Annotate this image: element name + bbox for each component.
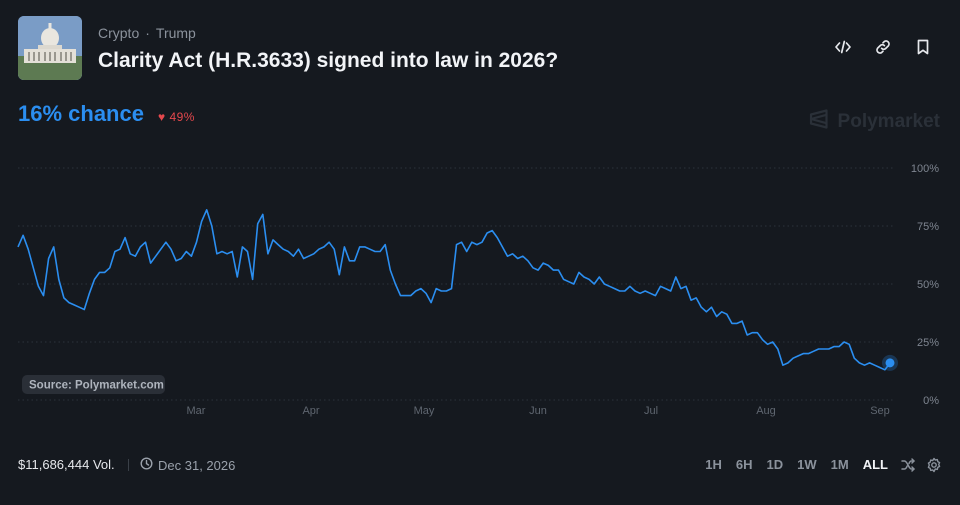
page-title: Clarity Act (H.R.3633) signed into law i…: [98, 49, 559, 72]
brand-watermark: Polymarket: [808, 108, 940, 136]
y-tick-label: 50%: [917, 279, 939, 291]
x-tick-label: Aug: [756, 405, 776, 417]
x-tick-label: Apr: [302, 405, 319, 417]
breadcrumb-subcategory[interactable]: Trump: [155, 25, 196, 41]
chance-value: 16% chance: [18, 101, 144, 126]
range-1m[interactable]: 1M: [830, 457, 849, 472]
polymarket-logo-icon: [808, 108, 830, 136]
x-tick-label: Jun: [529, 405, 547, 417]
x-tick-label: Jul: [644, 405, 658, 417]
market-footer: $11,686,444 Vol. Dec 31, 2026 1H 6H 1D 1…: [18, 455, 942, 475]
x-tick-label: May: [414, 405, 435, 417]
chart-grid: [18, 167, 895, 401]
footer-divider: [128, 459, 129, 471]
y-tick-label: 75%: [917, 221, 939, 233]
y-axis-ticks: 100% 75% 50% 25% 0%: [911, 163, 939, 407]
price-line-series[interactable]: [17, 209, 891, 371]
y-tick-label: 100%: [911, 163, 939, 175]
end-date: Dec 31, 2026: [140, 457, 235, 473]
volume-text: $11,686,444 Vol.: [18, 457, 115, 472]
header-actions: [834, 38, 932, 56]
breadcrumb-separator: ·: [145, 25, 150, 41]
time-range-selector: 1H 6H 1D 1W 1M ALL: [703, 455, 942, 474]
clock-icon: [140, 457, 153, 473]
shuffle-icon[interactable]: [900, 457, 916, 473]
link-icon[interactable]: [874, 38, 892, 56]
range-6h[interactable]: 6H: [735, 457, 753, 472]
breadcrumb: Crypto · Trump: [98, 25, 196, 41]
price-chart[interactable]: 100% 75% 50% 25% 0% Mar Apr May Jun Jul Aug Sep So…: [0, 150, 960, 420]
range-1h[interactable]: 1H: [705, 457, 722, 472]
y-tick-label: 0%: [923, 395, 939, 407]
embed-icon[interactable]: [834, 38, 852, 56]
down-arrow-icon: ♥: [157, 110, 166, 124]
bookmark-icon[interactable]: [914, 38, 932, 56]
breadcrumb-category[interactable]: Crypto: [98, 25, 140, 41]
source-badge-bg: [22, 375, 165, 394]
x-axis-ticks: Mar Apr May Jun Jul Aug Sep: [187, 405, 890, 417]
x-tick-label: Mar: [187, 405, 206, 417]
market-header: Crypto · Trump Clarity Act (H.R.3633) sign…: [18, 16, 942, 82]
y-tick-label: 25%: [917, 337, 939, 349]
change-value: 49%: [169, 110, 195, 124]
settings-gear-icon[interactable]: [926, 457, 942, 473]
source-badge: Source: Polymarket.com: [22, 375, 165, 394]
brand-name: Polymarket: [837, 111, 940, 132]
x-tick-label: Sep: [870, 405, 890, 417]
capitol-building-icon[interactable]: [18, 16, 82, 80]
source-label: Source: Polymarket.com: [29, 380, 164, 392]
range-1d[interactable]: 1D: [766, 457, 784, 472]
end-date-text: Dec 31, 2026: [158, 457, 236, 473]
change-badge: ♥ 49%: [158, 110, 195, 124]
range-1w[interactable]: 1W: [797, 457, 817, 472]
current-price-dot[interactable]: [885, 358, 895, 368]
chance-summary: 16% chance ♥ 49%: [18, 101, 195, 127]
range-all[interactable]: ALL: [862, 457, 888, 472]
